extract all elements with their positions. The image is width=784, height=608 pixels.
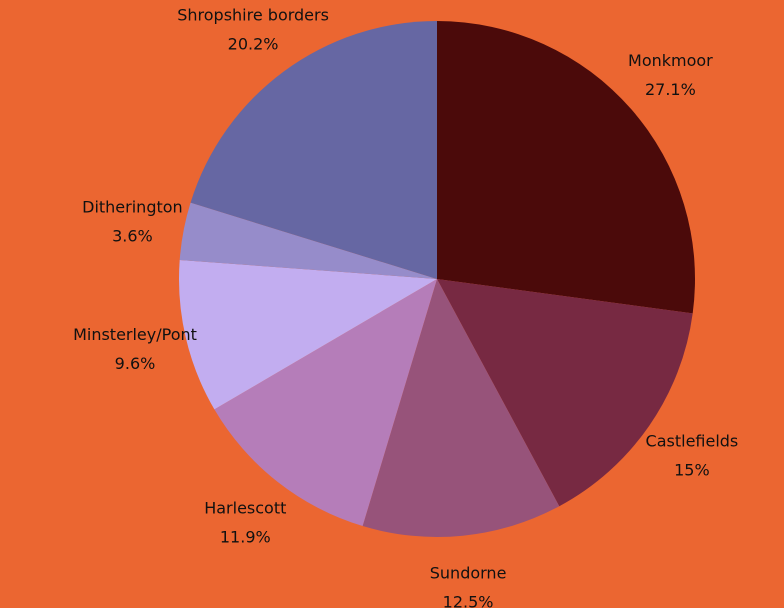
- slice-label-percent: 3.6%: [112, 226, 153, 245]
- slice-label-percent: 11.9%: [220, 528, 271, 547]
- slice-label-name: Monkmoor: [628, 51, 713, 70]
- slice-label: Ditherington 3.6%: [82, 197, 183, 245]
- pie-slice-minsterley-pont: [178, 259, 437, 410]
- pie-slice-harlescott: [214, 279, 437, 527]
- slice-label: Harlescott 11.9%: [204, 499, 286, 547]
- slice-label-percent: 15%: [674, 460, 710, 479]
- slice-label-percent: 9.6%: [115, 354, 156, 373]
- pie-slice-sundorne: [362, 279, 560, 537]
- slice-label-name: Sundorne: [430, 563, 507, 582]
- slice-label: Castlefields 15%: [646, 431, 739, 479]
- slice-label-name: Minsterley/Pont: [73, 325, 197, 344]
- slice-label-name: Ditherington: [82, 197, 183, 216]
- slice-label-name: Castlefields: [646, 431, 739, 450]
- slice-label: Shropshire borders 20.2%: [177, 6, 329, 54]
- slice-label-name: Shropshire borders: [177, 6, 329, 25]
- slice-label: Minsterley/Pont 9.6%: [73, 325, 197, 373]
- pie-slice-castlefields: [437, 279, 693, 507]
- pie-slice-shropshire-borders: [190, 20, 437, 279]
- slice-label-name: Harlescott: [204, 499, 286, 518]
- slice-label-percent: 27.1%: [645, 80, 696, 99]
- slice-label-percent: 12.5%: [443, 592, 494, 608]
- slice-label: Sundorne 12.5%: [430, 563, 507, 608]
- pie-slice-monkmoor: [437, 21, 696, 314]
- pie-slice-ditherington: [179, 202, 437, 279]
- slice-label-percent: 20.2%: [228, 35, 279, 54]
- slice-label: Monkmoor 27.1%: [628, 51, 713, 99]
